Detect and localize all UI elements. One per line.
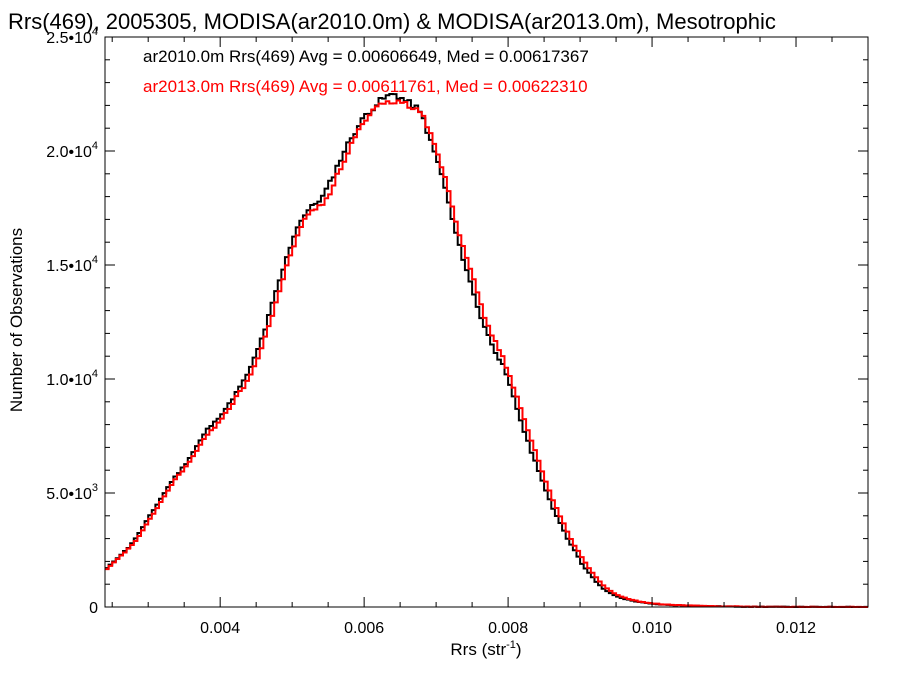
y-tick-label-exponent: 3	[92, 482, 98, 494]
y-tick-label-exponent: 4	[92, 254, 98, 266]
y-tick-label: 1.0•104	[46, 368, 98, 389]
plot-frame	[104, 36, 869, 608]
series-line-ar2010	[105, 93, 868, 608]
legend-entry-ar2010: ar2010.0m Rrs(469) Avg = 0.00606649, Med…	[143, 47, 589, 66]
y-tick-label: 0	[89, 600, 98, 617]
chart-title: Rrs(469), 2005305, MODISA(ar2010.0m) & M…	[8, 9, 776, 34]
series-line-ar2013	[105, 99, 868, 608]
x-axis-label: Rrs (str-1)	[450, 639, 521, 659]
x-tick-label: 0.004	[200, 620, 240, 637]
y-tick-label-exponent: 4	[92, 368, 98, 380]
y-tick-label: 2.0•104	[46, 140, 98, 161]
y-tick-label-mantissa: 0	[89, 600, 98, 617]
y-axis-label: Number of Observations	[7, 228, 26, 412]
y-tick-label-mantissa: 2.0•10	[46, 144, 92, 161]
y-tick-label-exponent: 4	[92, 140, 98, 152]
y-tick-label: 2.5•104	[46, 26, 98, 47]
tick-layer	[105, 36, 869, 608]
y-tick-label-exponent: 4	[92, 26, 98, 38]
y-tick-label-mantissa: 5.0•10	[46, 486, 92, 503]
x-tick-label: 0.012	[776, 620, 816, 637]
y-tick-label-mantissa: 2.5•10	[46, 30, 92, 47]
legend-entry-ar2013: ar2013.0m Rrs(469) Avg = 0.00611761, Med…	[143, 77, 588, 96]
y-tick-label-mantissa: 1.5•10	[46, 258, 92, 275]
y-tick-label-mantissa: 1.0•10	[46, 372, 92, 389]
x-tick-label: 0.008	[488, 620, 528, 637]
x-axis-label-superscript: -1	[506, 639, 516, 651]
series-layer	[105, 93, 868, 608]
x-tick-label: 0.006	[344, 620, 384, 637]
legend: ar2010.0m Rrs(469) Avg = 0.00606649, Med…	[143, 47, 589, 96]
x-axis-label-end: )	[516, 640, 522, 659]
x-tick-label: 0.010	[632, 620, 672, 637]
x-tick-labels: 0.004 0.006 0.008 0.010 0.012	[200, 620, 816, 637]
y-tick-label: 1.5•104	[46, 254, 98, 275]
x-axis-label-text: Rrs (str	[450, 640, 506, 659]
y-tick-label: 5.0•103	[46, 482, 98, 503]
